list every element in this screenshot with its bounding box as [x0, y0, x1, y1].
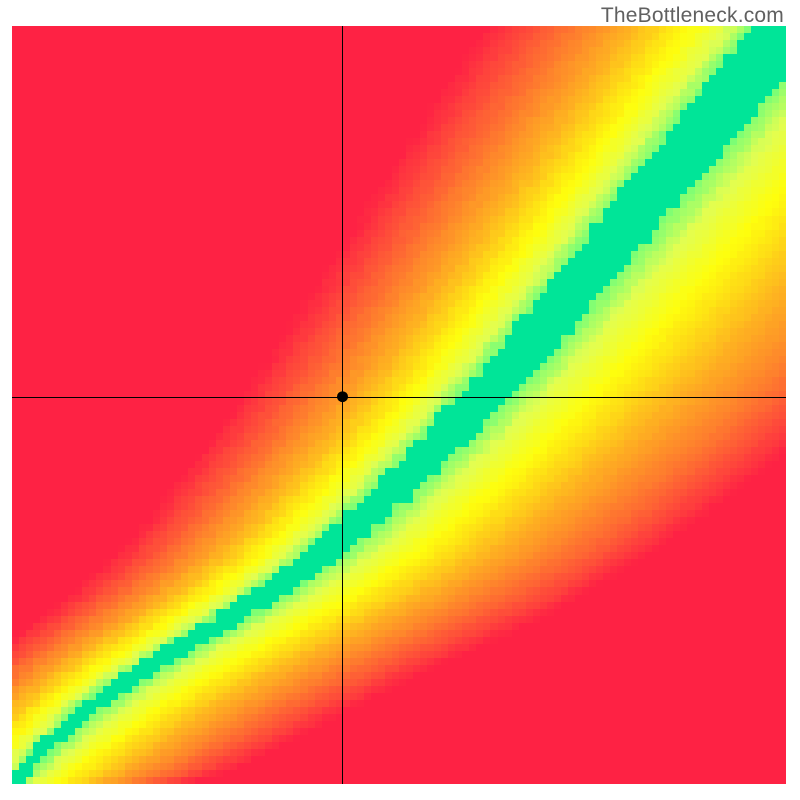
heatmap-canvas [12, 26, 786, 784]
chart-container: TheBottleneck.com [0, 0, 800, 800]
watermark-text: TheBottleneck.com [601, 4, 784, 28]
heatmap-plot [12, 26, 786, 784]
